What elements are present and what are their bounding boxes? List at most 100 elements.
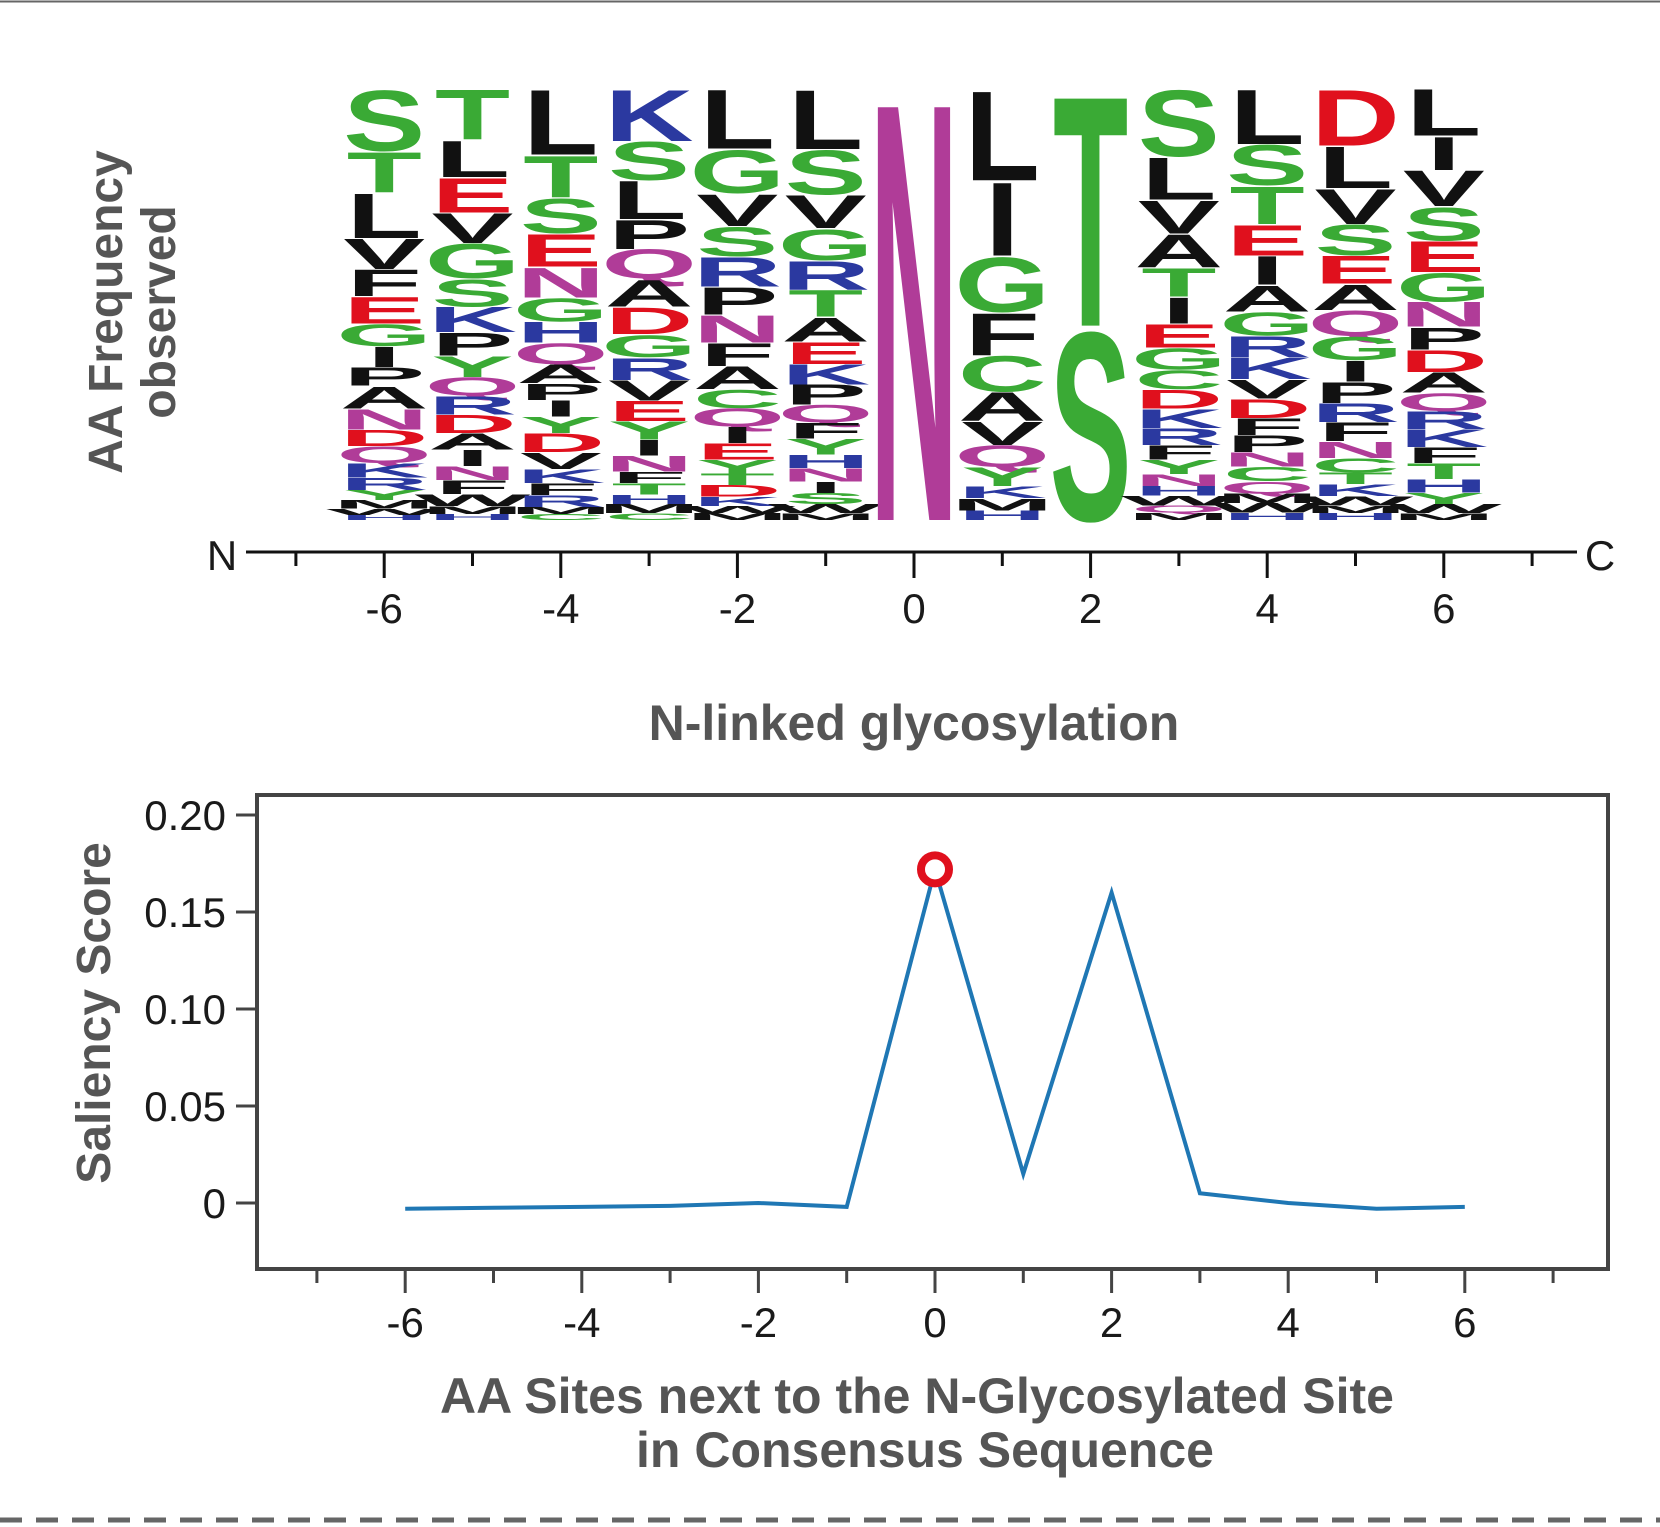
logo-letter-m: M: [1304, 504, 1406, 515]
logo-letter-m: M: [775, 512, 877, 522]
logo-letter-k: K: [1311, 481, 1400, 500]
logo-letter-h: H: [1399, 475, 1488, 496]
chart-title: N-linked glycosylation: [649, 695, 1180, 751]
logo-letter-y: Y: [696, 456, 778, 478]
logo-letter-a: A: [340, 380, 429, 415]
logo-letter-s: S: [343, 72, 425, 169]
logo-letter-c: C: [693, 385, 782, 414]
logo-letter-i: I: [1427, 127, 1461, 180]
y-tick-label: 0: [203, 1180, 226, 1227]
logo-letter-a: A: [1135, 225, 1224, 278]
logo-letter-k: K: [516, 465, 605, 487]
logo-letter-a: A: [1399, 367, 1488, 399]
y-axis-title: Saliency Score: [68, 842, 121, 1184]
logo-letter-h: H: [340, 514, 429, 522]
logo-letter-v: V: [1403, 161, 1485, 217]
logo-letter-r: R: [340, 474, 429, 493]
logo-letter-g: G: [1396, 265, 1492, 311]
logo-letter-v: V: [432, 205, 514, 252]
logo-letter-r: R: [1311, 398, 1400, 428]
logo-letter-t: T: [347, 140, 422, 204]
series-line: [405, 851, 1465, 1211]
logo-letter-s: S: [1050, 277, 1132, 578]
logo-x-tick-label: 2: [1079, 585, 1102, 632]
logo-letter-v: V: [961, 414, 1043, 452]
logo-letter-a: A: [516, 359, 605, 388]
logo-letter-q: Q: [513, 337, 609, 370]
n-terminus-label: N: [207, 532, 237, 579]
logo-letter-r: R: [605, 351, 694, 387]
logo-letter-r: R: [781, 253, 870, 299]
logo-letter-d: D: [1311, 73, 1400, 162]
logo-letter-n: N: [693, 308, 782, 351]
logo-letter-c: C: [1311, 454, 1400, 476]
logo-letter-n: N: [781, 464, 870, 485]
logo-letter-p: P: [432, 327, 514, 363]
logo-letter-f: F: [1230, 414, 1305, 440]
logo-letter-m: M: [598, 502, 700, 516]
logo-letter-i: I: [367, 341, 401, 373]
logo-letter-n: N: [340, 403, 429, 435]
logo-letter-g: G: [336, 318, 432, 353]
logo-letter-y: Y: [608, 417, 690, 445]
logo-letter-y: Y: [1138, 456, 1220, 479]
logo-letter-l: L: [435, 131, 510, 189]
logo-letter-f: F: [1406, 443, 1481, 468]
logo-letter-p: P: [1226, 431, 1308, 457]
logo-letters: STLVFEGIPANDQKRYMWHTLEVGSKPYQRDAINFWMHLT…: [326, 0, 1502, 647]
logo-letter-q: Q: [1396, 388, 1492, 416]
logo-letter-g: G: [601, 328, 697, 364]
logo-letter-w: W: [326, 507, 443, 517]
saliency-line: [405, 861, 1465, 1211]
c-terminus-label: C: [1585, 532, 1615, 579]
logo-letter-v: V: [1226, 374, 1308, 404]
logo-letter-k: K: [958, 483, 1047, 502]
logo-letter-c: C: [1223, 463, 1312, 486]
logo-letter-p: P: [785, 379, 867, 411]
x-tick-label: -6: [387, 1299, 424, 1346]
logo-letter-c: C: [1135, 364, 1224, 394]
x-tick-label: 4: [1277, 1299, 1300, 1346]
logo-letter-c: C: [516, 513, 605, 522]
logo-letter-g: G: [513, 292, 609, 329]
logo-letter-v: V: [343, 230, 425, 278]
logo-letter-h: H: [428, 513, 517, 522]
logo-letter-h: H: [1135, 484, 1224, 499]
logo-letter-k: K: [605, 75, 694, 157]
logo-letter-k: K: [1223, 352, 1312, 386]
logo-letter-p: P: [1403, 321, 1485, 356]
logo-letter-a: A: [605, 272, 694, 315]
logo-letter-s: S: [696, 218, 778, 265]
saliency-chart-panel: N-linked glycosylation 0.200.150.100.050…: [68, 695, 1610, 1478]
logo-letter-t: T: [435, 75, 510, 155]
x-axis-title-line1: AA Sites next to the N-Glycosylated Site: [440, 1368, 1394, 1424]
x-tick-label: -2: [740, 1299, 777, 1346]
logo-letter-g: G: [690, 137, 786, 206]
logo-letter-f: F: [700, 337, 775, 373]
logo-letter-l: L: [965, 64, 1040, 208]
logo-letter-n: N: [1399, 296, 1488, 335]
logo-letter-a: A: [781, 310, 870, 349]
logo-letter-l: L: [612, 170, 687, 231]
logo-letter-m: M: [510, 505, 612, 516]
logo-letter-n: N: [428, 462, 517, 484]
logo-letter-d: D: [1223, 394, 1312, 424]
logo-letter-n: N: [1223, 448, 1312, 471]
logo-letter-d: D: [1135, 384, 1224, 414]
x-ticks: -6 -4 -2 0 2 4 6: [315, 1269, 1555, 1346]
logo-letter-m: M: [333, 498, 435, 511]
logo-letter-f: F: [965, 300, 1040, 368]
logo-letter-e: E: [343, 290, 425, 332]
logo-letter-f: F: [612, 469, 687, 487]
logo-letter-w: W: [1121, 493, 1238, 508]
logo-letter-h: H: [1223, 511, 1312, 522]
logo-letter-e: E: [1226, 216, 1308, 265]
x-axis-title-line2: in Consensus Sequence: [636, 1422, 1214, 1478]
logo-letter-h: H: [781, 451, 870, 472]
x-tick-label: -4: [563, 1299, 600, 1346]
logo-letter-i: I: [1250, 248, 1284, 293]
logo-letter-l: L: [1406, 76, 1481, 150]
logo-letter-n: N: [605, 452, 694, 477]
logo-letter-s: S: [785, 138, 867, 208]
